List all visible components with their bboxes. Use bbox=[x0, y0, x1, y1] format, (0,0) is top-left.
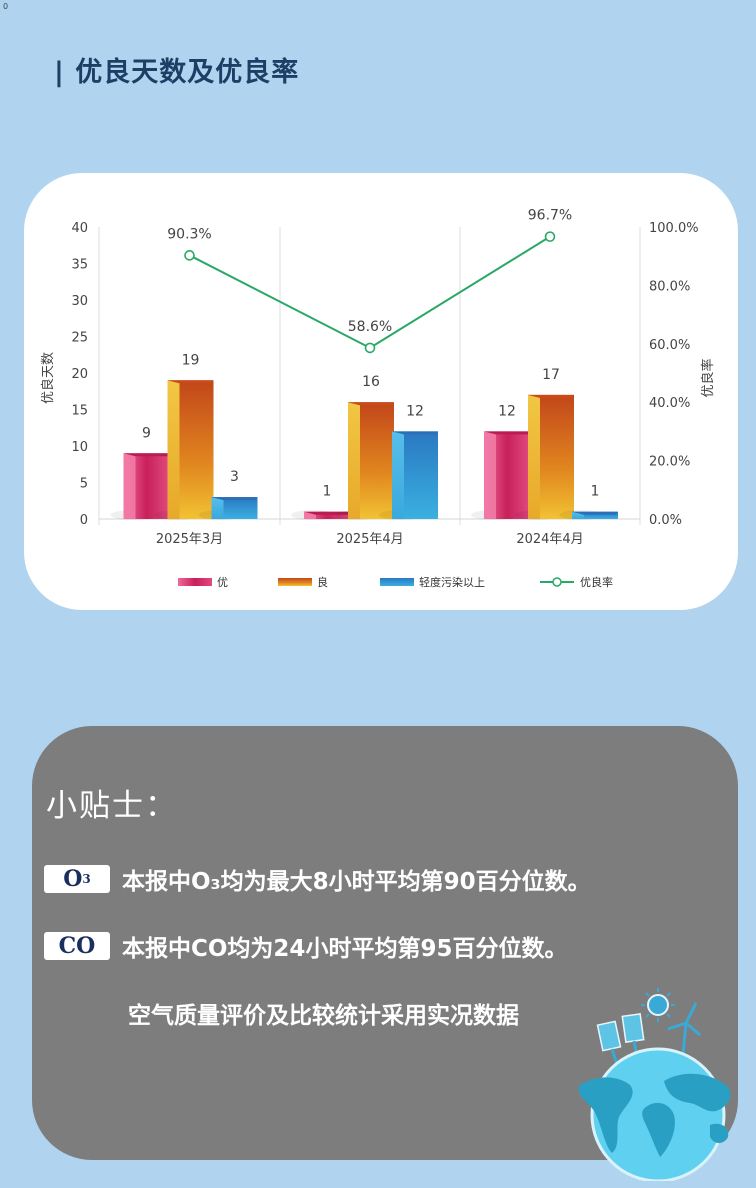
svg-text:1: 1 bbox=[323, 484, 332, 500]
continents bbox=[578, 1073, 731, 1157]
svg-text:90.3%: 90.3% bbox=[167, 226, 211, 242]
svg-text:15: 15 bbox=[71, 404, 88, 419]
combo-chart: 0 5 10 15 20 25 30 35 40 0.0% 20.0% 40.0% 60.0% 80.0%… bbox=[40, 208, 716, 589]
earth-globe-icon bbox=[578, 988, 731, 1181]
tip-o3-text: 本报中O₃均为最大8小时平均第90百分位数。 bbox=[122, 869, 591, 895]
page-title: | 优良天数及优良率 bbox=[54, 57, 300, 88]
svg-text:2025年3月: 2025年3月 bbox=[156, 532, 223, 547]
svg-text:良: 良 bbox=[317, 575, 328, 589]
svg-text:20: 20 bbox=[71, 367, 88, 382]
svg-text:58.6%: 58.6% bbox=[348, 319, 392, 335]
svg-text:12: 12 bbox=[406, 403, 424, 419]
svg-text:9: 9 bbox=[142, 425, 151, 441]
svg-text:1: 1 bbox=[591, 484, 600, 500]
svg-text:优良率: 优良率 bbox=[580, 575, 613, 589]
svg-text:17: 17 bbox=[542, 367, 560, 383]
tip-note: 空气质量评价及比较统计采用实况数据 bbox=[128, 1003, 519, 1029]
svg-text:0: 0 bbox=[80, 513, 88, 528]
svg-text:40.0%: 40.0% bbox=[649, 396, 690, 411]
tip-co: CO 本报中CO均为24小时平均第95百分位数。 bbox=[44, 929, 567, 963]
chart-axes: 0 5 10 15 20 25 30 35 40 0.0% 20.0% 40.0% 60.0% 80.0%… bbox=[40, 221, 716, 547]
svg-text:16: 16 bbox=[362, 374, 380, 390]
svg-text:10: 10 bbox=[71, 440, 88, 455]
svg-text:80.0%: 80.0% bbox=[649, 279, 690, 294]
chart-rate-line: 90.3% 58.6% 96.7% bbox=[167, 208, 572, 354]
svg-text:60.0%: 60.0% bbox=[649, 338, 690, 353]
co-badge: CO bbox=[44, 932, 110, 960]
svg-text:30: 30 bbox=[71, 294, 88, 309]
svg-text:2025年4月: 2025年4月 bbox=[336, 532, 403, 547]
svg-text:优: 优 bbox=[217, 576, 228, 589]
svg-text:5: 5 bbox=[80, 477, 88, 492]
svg-text:12: 12 bbox=[498, 403, 516, 419]
svg-text:2024年4月: 2024年4月 bbox=[516, 532, 583, 547]
chart-legend: 优 良 轻度污染以上 优良率 bbox=[178, 575, 613, 589]
svg-text:19: 19 bbox=[182, 352, 200, 368]
svg-text:20.0%: 20.0% bbox=[649, 455, 690, 470]
svg-text:优良率: 优良率 bbox=[700, 358, 716, 397]
sun-icon bbox=[641, 988, 675, 1022]
tip-co-text: 本报中CO均为24小时平均第95百分位数。 bbox=[122, 936, 568, 962]
wind-turbine-icon bbox=[667, 1002, 701, 1066]
svg-text:25: 25 bbox=[71, 331, 88, 346]
svg-text:35: 35 bbox=[71, 258, 88, 273]
svg-text:96.7%: 96.7% bbox=[528, 208, 572, 224]
tips-title: 小贴士： bbox=[46, 788, 178, 824]
svg-text:3: 3 bbox=[230, 469, 239, 485]
svg-text:轻度污染以上: 轻度污染以上 bbox=[419, 575, 485, 589]
svg-text:40: 40 bbox=[71, 221, 88, 236]
svg-text:优良天数: 优良天数 bbox=[40, 352, 56, 404]
svg-text:100.0%: 100.0% bbox=[649, 221, 699, 236]
chart-bars: 9 19 3 1 16 12 12 17 1 bbox=[110, 352, 618, 520]
chart-card: 0 5 10 15 20 25 30 35 40 0.0% 20.0% 40.0% 60.0% 80.0%… bbox=[24, 173, 738, 610]
svg-text:0.0%: 0.0% bbox=[649, 513, 682, 528]
corner-mark: 0 bbox=[3, 2, 9, 11]
